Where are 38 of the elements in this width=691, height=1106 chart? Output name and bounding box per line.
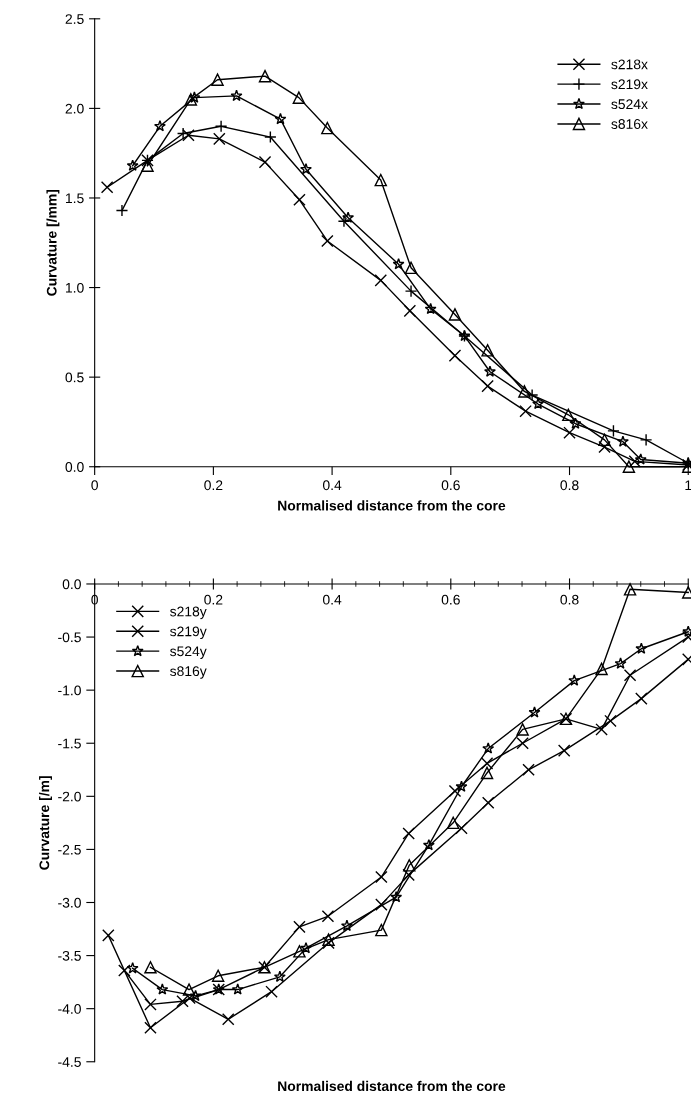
y-tick-label: 1.5 — [66, 193, 84, 204]
y-axis-title: Curvature [/m] — [39, 776, 52, 870]
y-tick-label: -2.5 — [58, 844, 81, 855]
x-axis-title: Normalised distance from the core — [278, 500, 506, 511]
x-tick-label: 0.4 — [322, 480, 342, 491]
y-tick-label: -3.5 — [58, 950, 81, 961]
x-tick-label: 0.4 — [322, 594, 342, 605]
x-tick-label: 0.2 — [204, 480, 223, 491]
legend-label: s816y — [170, 666, 207, 679]
y-tick-label: -2.0 — [58, 791, 81, 802]
x-tick-label: 0.6 — [441, 594, 460, 605]
legend-label: s218y — [170, 606, 207, 620]
y-tick-label: -0.5 — [58, 632, 81, 643]
x-tick-label: 0.6 — [441, 480, 460, 491]
y-tick-label: -4.0 — [58, 1004, 81, 1014]
y-tick-label: -4.5 — [58, 1057, 81, 1067]
y-tick-label: 0.0 — [62, 579, 81, 590]
x-tick-label: 1 — [685, 480, 691, 490]
x-axis-title: Normalised distance from the core — [278, 1080, 506, 1092]
x-tick-label: 0.8 — [560, 594, 579, 605]
legend-label: s524y — [170, 646, 207, 659]
y-axis-title: Curvature [/mm] — [46, 189, 60, 296]
legend-label: s524x — [611, 99, 648, 110]
y-tick-label: 2.5 — [65, 14, 84, 24]
y-tick-label: -1.0 — [58, 685, 81, 696]
legend-label: s219x — [611, 79, 648, 90]
x-tick-label: 0.2 — [204, 594, 223, 605]
legend-label: s218x — [611, 59, 648, 70]
y-tick-label: 0.0 — [65, 462, 84, 472]
legend-label: s816x — [611, 119, 648, 129]
y-tick-label: 0.5 — [65, 372, 84, 383]
x-tick-label: 0.8 — [560, 480, 579, 491]
y-tick-label: 1.0 — [66, 282, 84, 293]
y-tick-label: 2.0 — [65, 103, 84, 114]
x-tick-label: 0 — [91, 480, 98, 491]
y-tick-label: -1.5 — [58, 738, 81, 749]
y-tick-label: -3.0 — [58, 897, 81, 908]
legend-label: s219y — [170, 626, 207, 640]
